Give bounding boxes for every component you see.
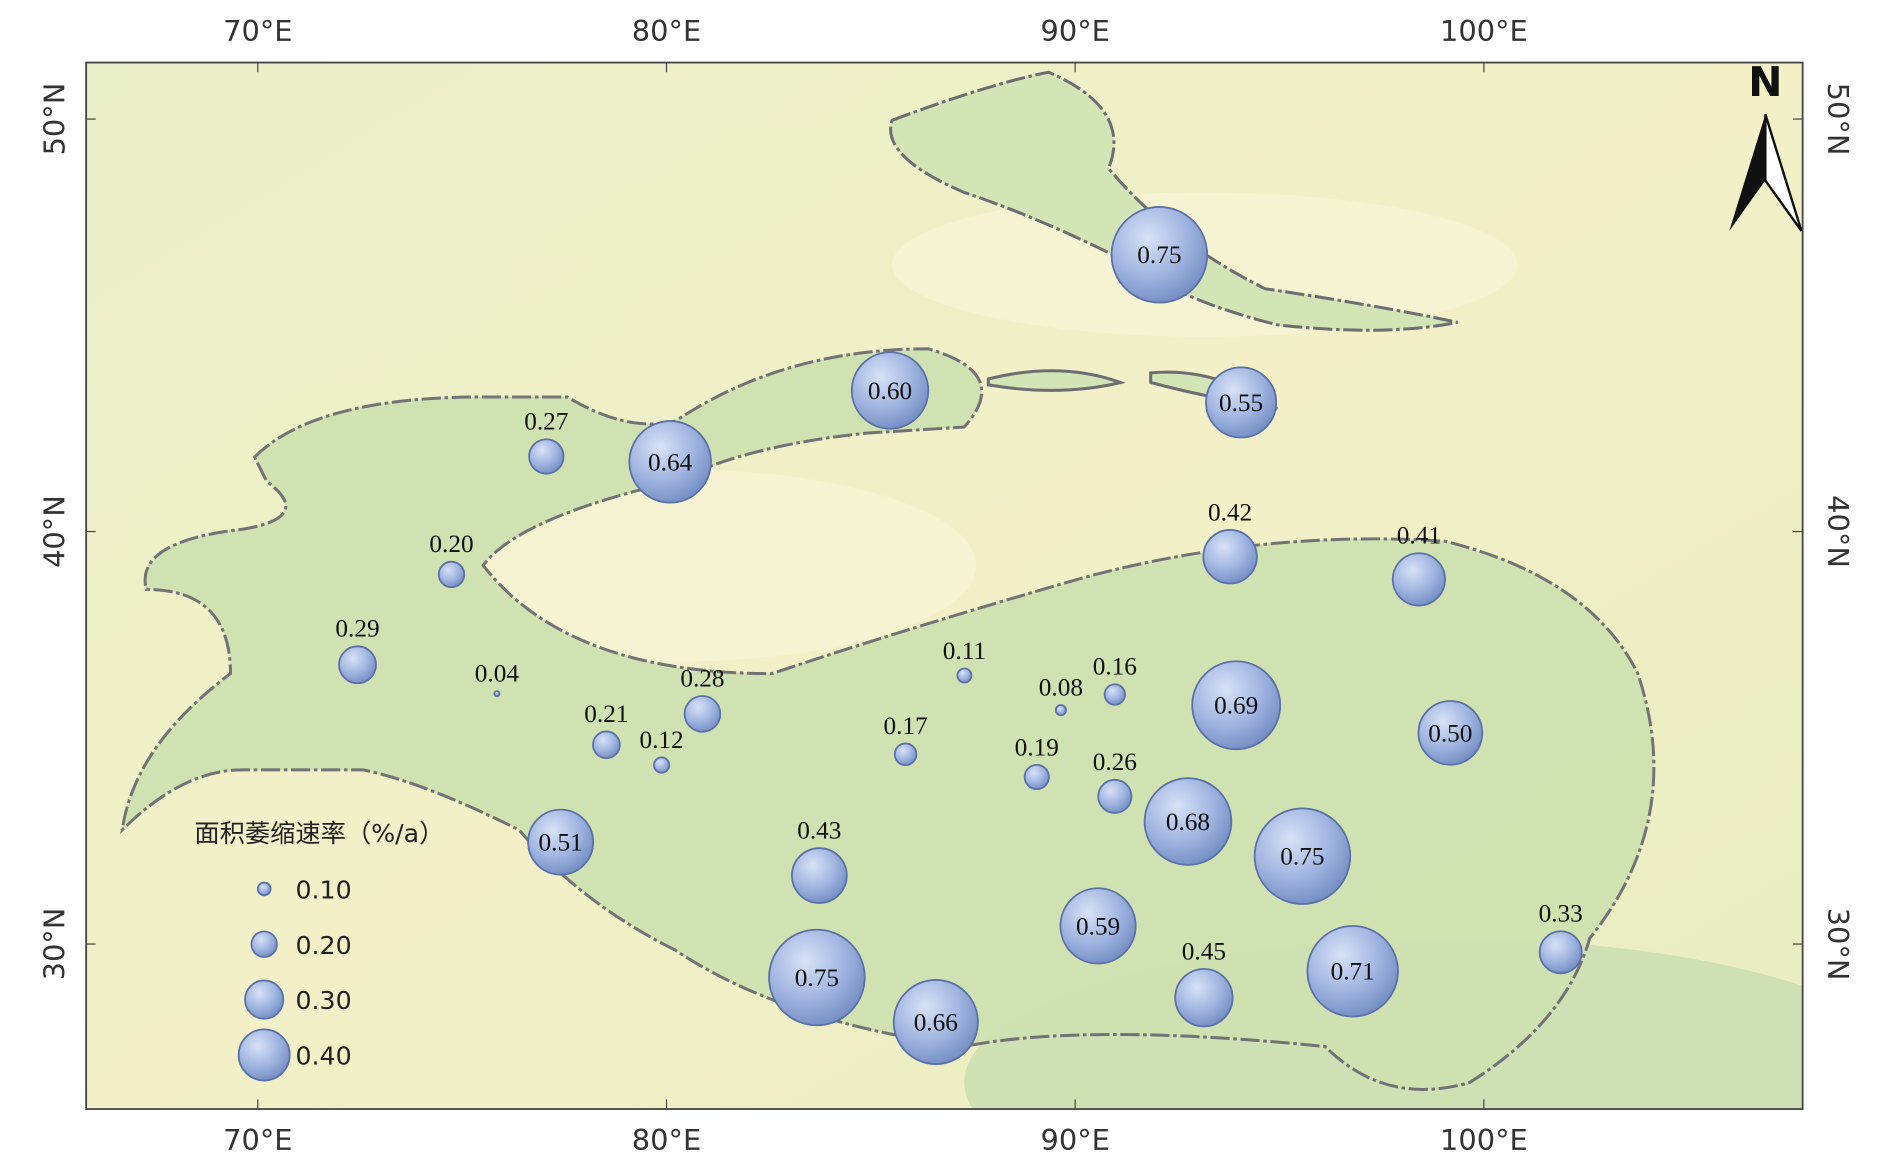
bubble-label: 0.19 — [1015, 733, 1059, 761]
bubble — [338, 645, 377, 685]
bubble — [1110, 206, 1209, 304]
bubble-label: 0.75 — [1280, 843, 1324, 871]
bubble — [437, 560, 466, 589]
bubble — [653, 756, 671, 774]
x-tick-label: 80°E — [632, 1123, 701, 1157]
bubble — [528, 438, 565, 475]
bubble-label: 0.42 — [1208, 498, 1252, 526]
y-tick-label: 40°N — [38, 495, 72, 568]
bubble — [892, 979, 979, 1065]
legend-label: 0.10 — [295, 876, 351, 905]
legend-title: 面积萎缩速率（%/a） — [194, 819, 444, 848]
bubble — [893, 742, 918, 767]
bubble — [768, 928, 866, 1027]
bubble — [1306, 925, 1399, 1018]
map-frame — [85, 61, 1804, 1110]
bubble — [956, 667, 973, 684]
bubble — [850, 351, 930, 430]
bubble-label: 0.17 — [883, 712, 927, 740]
y-tick-label: 40°N — [1821, 495, 1855, 568]
bubble — [1097, 778, 1133, 814]
bubble — [1191, 660, 1282, 751]
bubble — [791, 847, 848, 904]
bubble-label: 0.60 — [868, 377, 912, 405]
basemap — [86, 62, 1803, 1110]
y-tick-label: 50°N — [38, 83, 72, 156]
bubble — [628, 420, 712, 504]
bubble — [1174, 968, 1234, 1028]
x-tick-label: 90°E — [1040, 1123, 1109, 1157]
bubble-label: 0.26 — [1093, 748, 1137, 776]
bubble-label: 0.28 — [680, 664, 724, 692]
bubble-label: 0.71 — [1331, 958, 1375, 986]
bubble — [1059, 887, 1137, 965]
bubble-label: 0.29 — [335, 615, 379, 643]
bubble — [1054, 704, 1067, 717]
bubble — [683, 695, 722, 733]
north-label: N — [1748, 58, 1782, 106]
bubble — [493, 690, 501, 698]
bubble — [1205, 366, 1278, 439]
bubble-label: 0.66 — [914, 1008, 958, 1036]
bubble-label: 0.59 — [1076, 912, 1120, 940]
bubble-label: 0.16 — [1093, 653, 1137, 681]
bubble — [527, 808, 595, 876]
bubble — [1417, 700, 1484, 766]
legend-label: 0.40 — [295, 1042, 351, 1071]
bubble-label: 0.21 — [584, 700, 628, 728]
bubble-label: 0.12 — [639, 726, 683, 754]
bubble-label: 0.45 — [1182, 937, 1226, 965]
bubble-label: 0.50 — [1428, 719, 1472, 747]
chart-layer: 70°E 70°E 80°E 80°E 90°E 90°E 100°E 100°E 30°N 30… — [38, 14, 1855, 1157]
bubble-label: 0.33 — [1539, 900, 1583, 928]
bubble — [1253, 807, 1352, 905]
bubble-label: 0.55 — [1219, 389, 1263, 417]
bubble-label: 0.68 — [1166, 808, 1210, 836]
legend-bubble — [237, 1028, 291, 1082]
legend-bubble — [244, 979, 285, 1020]
x-tick-label: 70°E — [223, 14, 292, 48]
bubble-label: 0.04 — [475, 659, 520, 687]
bubble — [1103, 683, 1126, 706]
bubble — [1538, 930, 1583, 975]
x-tick-label: 80°E — [632, 14, 701, 48]
x-tick-label: 100°E — [1440, 1123, 1528, 1157]
legend-label: 0.20 — [295, 931, 351, 960]
x-tick-label: 90°E — [1040, 14, 1109, 48]
bubble — [1143, 777, 1233, 866]
bubble-label: 0.69 — [1214, 692, 1258, 720]
bubble-label: 0.75 — [1137, 241, 1181, 269]
bubble-label: 0.43 — [797, 817, 841, 845]
legend-label: 0.30 — [295, 986, 351, 1015]
legend-bubble — [250, 930, 278, 958]
bubble-label: 0.08 — [1039, 673, 1083, 701]
legend-bubble — [256, 881, 272, 897]
x-tick-label: 70°E — [223, 1123, 292, 1157]
bubble — [1391, 552, 1446, 607]
x-tick-label: 100°E — [1440, 14, 1528, 48]
bubble-label: 0.75 — [795, 964, 839, 992]
bubble — [592, 730, 621, 760]
bubble-label: 0.27 — [524, 408, 568, 436]
bubble — [1023, 763, 1050, 791]
bubble-label: 0.11 — [943, 637, 986, 665]
y-tick-label: 30°N — [38, 908, 72, 981]
bubble-label: 0.41 — [1397, 522, 1441, 550]
north-arrow: N — [1729, 58, 1803, 232]
bubble-label: 0.51 — [539, 829, 583, 857]
bubble-label: 0.20 — [429, 530, 473, 558]
y-tick-label: 30°N — [1821, 908, 1855, 981]
bubble-label: 0.64 — [648, 448, 693, 476]
y-tick-label: 50°N — [1821, 83, 1855, 156]
bubble — [1202, 529, 1258, 585]
